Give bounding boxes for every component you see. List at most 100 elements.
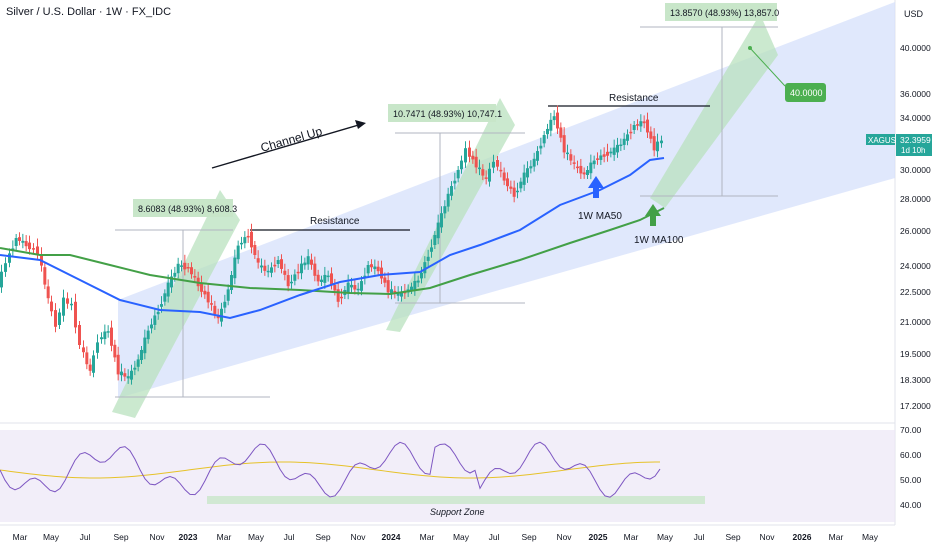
candle-body: [190, 267, 193, 275]
candle-body: [88, 364, 92, 371]
time-tick: Sep: [521, 532, 536, 542]
candle-body: [326, 275, 330, 278]
time-tick: Jul: [284, 532, 295, 542]
candle-body: [313, 263, 317, 276]
rsi-ticks: 70.00 60.00 50.00 40.00: [900, 425, 922, 510]
candle-body: [502, 172, 506, 181]
time-tick: May: [862, 532, 879, 542]
candle-body: [230, 275, 233, 290]
impulse-leg-3: [650, 14, 778, 208]
candle-body: [24, 241, 28, 247]
candle-body: [203, 290, 207, 295]
candle-body: [300, 263, 303, 274]
candle-body: [660, 140, 663, 144]
candle-body: [370, 264, 373, 268]
candle-body: [260, 265, 263, 268]
candle-body: [629, 131, 633, 134]
candle-body: [123, 373, 127, 377]
price-tick: 28.0000: [900, 194, 931, 204]
candle-body: [263, 265, 267, 271]
time-tick: Mar: [420, 532, 435, 542]
price-tick: 26.0000: [900, 226, 931, 236]
candle-body: [559, 127, 563, 138]
candle-body: [143, 337, 147, 354]
candle-body: [170, 276, 173, 288]
time-tick: Mar: [13, 532, 28, 542]
candle-body: [636, 124, 639, 126]
candle-body: [276, 260, 280, 264]
candle-body: [62, 297, 65, 316]
candle-body: [356, 288, 360, 291]
candle-body: [443, 206, 447, 214]
leg2-box: [388, 104, 496, 122]
candle-body: [243, 237, 247, 244]
candle-body: [522, 172, 526, 185]
candle-body: [649, 131, 653, 139]
candle-body: [140, 350, 143, 360]
ma100-label: 1W MA100: [634, 235, 684, 246]
candles: [0, 105, 663, 385]
candle-body: [46, 286, 50, 299]
candle-body: [293, 274, 297, 281]
time-tick: 2025: [589, 532, 608, 542]
candle-body: [612, 147, 616, 155]
candle-body: [200, 282, 203, 292]
candle-body: [156, 311, 160, 315]
candle-body: [492, 161, 495, 168]
price-tick: 17.2000: [900, 401, 931, 411]
support-zone-label: Support Zone: [430, 507, 485, 517]
candle-body: [413, 280, 417, 290]
candle-body: [468, 147, 471, 157]
candle-body: [606, 151, 609, 156]
channel-arrow-head: [355, 120, 366, 129]
candle-body: [290, 281, 293, 284]
candle-body: [569, 154, 573, 161]
candle-body: [512, 187, 516, 197]
candle-body: [539, 145, 543, 149]
candle-body: [323, 274, 327, 283]
currency-label: USD: [904, 9, 924, 19]
candle-body: [183, 262, 187, 270]
impulse-leg-1: [112, 190, 240, 418]
resistance-label-2: Resistance: [609, 93, 659, 104]
candle-body: [74, 301, 77, 328]
price-tick: 18.3000: [900, 375, 931, 385]
candle-body: [296, 271, 300, 274]
candle-body: [542, 135, 546, 144]
time-tick: Nov: [556, 532, 572, 542]
candle-body: [396, 293, 400, 296]
candle-body: [572, 162, 576, 164]
candle-body: [130, 370, 133, 380]
price-tick: 22.5000: [900, 287, 931, 297]
candle-body: [66, 298, 69, 304]
candle-body: [173, 272, 177, 277]
candle-body: [82, 347, 85, 353]
candle-body: [436, 222, 440, 239]
candle-body: [316, 274, 320, 282]
candle-body: [18, 237, 21, 241]
time-tick: Jul: [694, 532, 705, 542]
time-tick: May: [43, 532, 60, 542]
candle-body: [266, 270, 270, 273]
time-tick: May: [453, 532, 470, 542]
candle-body: [186, 267, 190, 269]
rsi-line: [0, 441, 661, 498]
candle-body: [336, 289, 340, 302]
candle-body: [303, 262, 307, 266]
time-tick: May: [248, 532, 265, 542]
candle-body: [549, 119, 553, 131]
candle-body: [306, 256, 310, 265]
symbol-tag: [866, 134, 895, 145]
candle-body: [100, 337, 103, 340]
candle-body: [126, 376, 130, 379]
time-ticks: Mar May Jul Sep Nov 2023 Mar May Jul Sep Nov 2024 Ma…: [13, 532, 879, 542]
candle-body: [240, 242, 243, 245]
candle-body: [163, 293, 167, 302]
candle-body: [582, 172, 586, 175]
measure-lines: [115, 26, 778, 398]
candle-body: [526, 168, 529, 178]
last-price: 32.3959: [900, 135, 931, 145]
candle-body: [85, 352, 89, 365]
candle-body: [346, 282, 350, 294]
